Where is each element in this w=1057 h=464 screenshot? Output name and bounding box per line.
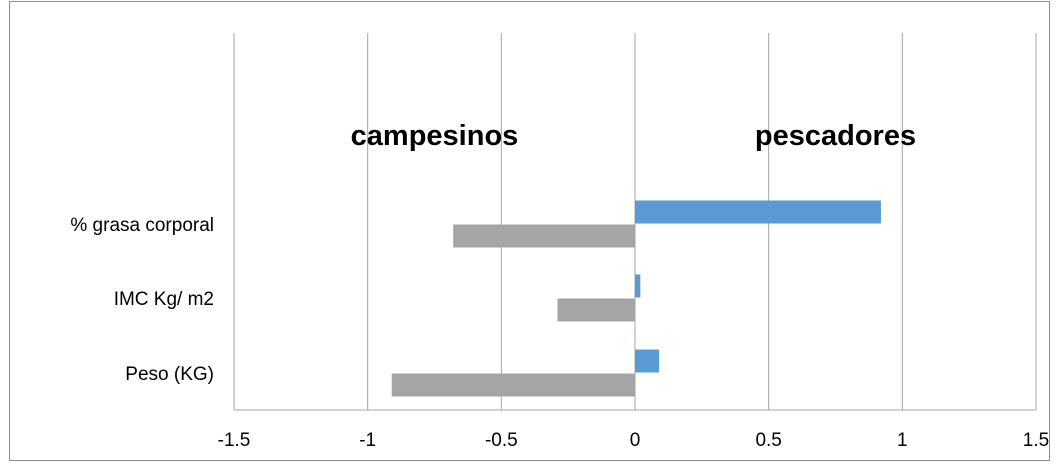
- x-tick-label: -0.5: [485, 430, 518, 451]
- x-tick-label: -1: [359, 430, 376, 451]
- category-label: Peso (KG): [125, 364, 214, 385]
- bar-s1-c1: [557, 298, 635, 322]
- gridlines: [233, 33, 1037, 411]
- annotations: campesinos pescadores: [351, 120, 916, 152]
- bar-s0-c1: [635, 274, 641, 298]
- bar-s1-c2: [391, 373, 635, 397]
- x-tick-label: 0.5: [755, 430, 781, 451]
- x-tick-label: 1.5: [1023, 430, 1049, 451]
- annotation-label: pescadores: [755, 120, 916, 152]
- category-labels: % grasa corporal IMC Kg/ m2 Peso (KG): [70, 215, 214, 385]
- x-tick-label: 0: [630, 430, 641, 451]
- bar-s0-c0: [635, 200, 881, 224]
- x-tick-label: 1: [897, 430, 908, 451]
- tick-labels: -1.5 -1 -0.5 0 0.5 1 1.5: [218, 430, 1050, 451]
- bars: [391, 200, 881, 397]
- category-label: IMC Kg/ m2: [114, 289, 214, 310]
- category-label: % grasa corporal: [70, 215, 214, 236]
- annotation-label: campesinos: [351, 120, 519, 152]
- x-tick-label: -1.5: [218, 430, 251, 451]
- bar-s1-c0: [453, 224, 635, 248]
- bar-s0-c2: [635, 349, 660, 373]
